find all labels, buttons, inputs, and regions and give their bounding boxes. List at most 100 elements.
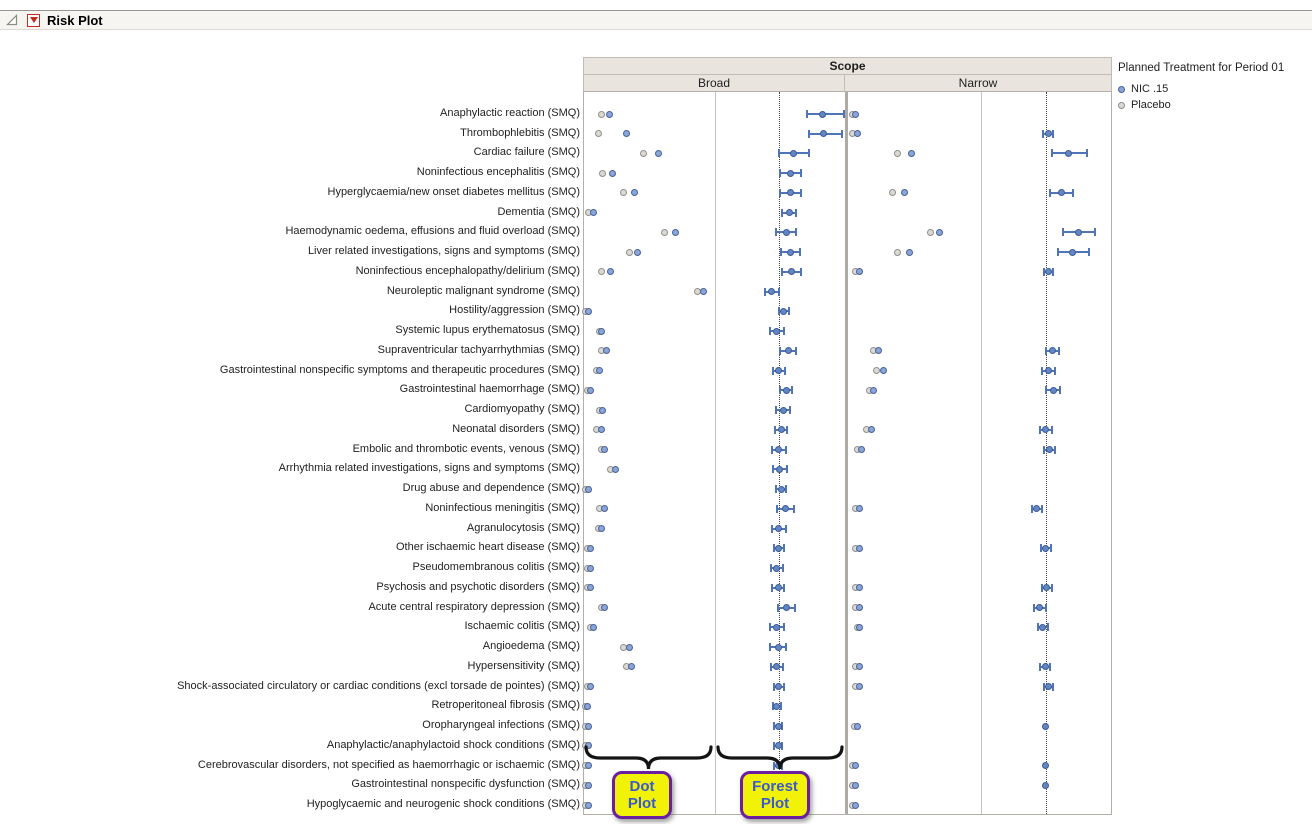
forest-estimate-dot[interactable] (784, 347, 792, 355)
forest-estimate-dot[interactable] (773, 663, 781, 671)
forest-estimate-dot[interactable] (773, 702, 781, 710)
forest-estimate-dot[interactable] (1074, 228, 1082, 236)
forest-estimate-dot[interactable] (1068, 248, 1076, 256)
forest-estimate-dot[interactable] (1039, 623, 1047, 631)
nic-dot[interactable] (853, 722, 861, 730)
nic-dot[interactable] (602, 347, 610, 355)
nic-dot[interactable] (867, 426, 875, 434)
forest-estimate-dot[interactable] (820, 130, 828, 138)
dot-plot-callout[interactable]: Dot Plot (612, 771, 672, 819)
forest-estimate-dot[interactable] (777, 426, 785, 434)
nic-dot[interactable] (584, 307, 592, 315)
placebo-dot[interactable] (594, 130, 602, 138)
nic-dot[interactable] (622, 130, 630, 138)
forest-estimate-dot[interactable] (789, 149, 797, 157)
nic-dot[interactable] (853, 130, 861, 138)
nic-dot[interactable] (700, 288, 708, 296)
nic-dot[interactable] (857, 446, 865, 454)
nic-dot[interactable] (611, 465, 619, 473)
nic-dot[interactable] (586, 564, 594, 572)
placebo-dot[interactable] (625, 248, 633, 256)
forest-estimate-dot[interactable] (773, 623, 781, 631)
nic-dot[interactable] (852, 110, 860, 118)
nic-dot[interactable] (609, 169, 617, 177)
nic-dot[interactable] (852, 801, 860, 809)
nic-dot[interactable] (874, 347, 882, 355)
forest-estimate-dot[interactable] (786, 169, 794, 177)
forest-estimate-dot[interactable] (775, 367, 783, 375)
nic-dot[interactable] (852, 762, 860, 770)
nic-dot[interactable] (601, 446, 609, 454)
nic-dot[interactable] (855, 683, 863, 691)
forest-estimate-dot[interactable] (1042, 544, 1050, 552)
red-triangle-menu-icon[interactable] (27, 13, 40, 27)
forest-estimate-dot[interactable] (785, 209, 793, 217)
placebo-dot[interactable] (597, 268, 605, 276)
placebo-dot[interactable] (894, 248, 902, 256)
forest-estimate-dot[interactable] (1044, 367, 1052, 375)
plot-area[interactable] (581, 91, 1112, 815)
placebo-dot[interactable] (661, 228, 669, 236)
nic-dot[interactable] (587, 386, 595, 394)
placebo-dot[interactable] (894, 149, 902, 157)
nic-dot[interactable] (654, 149, 662, 157)
legend-item-nic15[interactable]: NIC .15 (1118, 81, 1284, 97)
forest-estimate-dot[interactable] (780, 307, 788, 315)
nic-dot[interactable] (605, 110, 613, 118)
forest-estimate-dot[interactable] (781, 505, 789, 513)
nic-dot[interactable] (597, 426, 605, 434)
forest-estimate-dot[interactable] (1044, 130, 1052, 138)
forest-estimate-dot[interactable] (1048, 347, 1056, 355)
forest-estimate-dot[interactable] (1041, 663, 1049, 671)
placebo-dot[interactable] (619, 189, 627, 197)
placebo-dot[interactable] (599, 169, 607, 177)
forest-estimate-dot[interactable] (775, 525, 783, 533)
nic-dot[interactable] (601, 604, 609, 612)
forest-estimate-dot[interactable] (786, 189, 794, 197)
forest-estimate-dot[interactable] (1042, 722, 1050, 730)
forest-estimate-dot[interactable] (782, 386, 790, 394)
nic-dot[interactable] (599, 406, 607, 414)
forest-estimate-dot[interactable] (774, 722, 782, 730)
forest-estimate-dot[interactable] (1043, 584, 1051, 592)
forest-estimate-dot[interactable] (779, 406, 787, 414)
forest-estimate-dot[interactable] (1064, 149, 1072, 157)
nic-dot[interactable] (596, 367, 604, 375)
nic-dot[interactable] (600, 505, 608, 513)
forest-estimate-dot[interactable] (776, 465, 784, 473)
nic-dot[interactable] (583, 702, 591, 710)
nic-dot[interactable] (869, 386, 877, 394)
nic-dot[interactable] (855, 544, 863, 552)
placebo-dot[interactable] (640, 149, 648, 157)
nic-dot[interactable] (671, 228, 679, 236)
nic-dot[interactable] (586, 683, 594, 691)
nic-dot[interactable] (590, 209, 598, 217)
nic-dot[interactable] (598, 525, 606, 533)
nic-dot[interactable] (598, 327, 606, 335)
nic-dot[interactable] (586, 544, 594, 552)
nic-dot[interactable] (852, 781, 860, 789)
forest-estimate-dot[interactable] (775, 544, 783, 552)
forest-estimate-dot[interactable] (1036, 604, 1044, 612)
forest-estimate-dot[interactable] (768, 288, 776, 296)
nic-dot[interactable] (589, 623, 597, 631)
nic-dot[interactable] (585, 722, 593, 730)
nic-dot[interactable] (585, 781, 593, 789)
nic-dot[interactable] (879, 367, 887, 375)
forest-estimate-dot[interactable] (775, 446, 783, 454)
forest-estimate-dot[interactable] (773, 564, 781, 572)
nic-dot[interactable] (905, 248, 913, 256)
forest-plot-callout[interactable]: Forest Plot (740, 771, 810, 819)
forest-estimate-dot[interactable] (819, 110, 827, 118)
forest-estimate-dot[interactable] (782, 604, 790, 612)
placebo-dot[interactable] (598, 110, 606, 118)
nic-dot[interactable] (856, 623, 864, 631)
nic-dot[interactable] (584, 801, 592, 809)
forest-estimate-dot[interactable] (774, 742, 782, 750)
nic-dot[interactable] (908, 149, 916, 157)
nic-dot[interactable] (586, 584, 594, 592)
disclosure-triangle-icon[interactable] (6, 14, 18, 26)
nic-dot[interactable] (585, 485, 593, 493)
placebo-dot[interactable] (888, 189, 896, 197)
nic-dot[interactable] (855, 505, 863, 513)
